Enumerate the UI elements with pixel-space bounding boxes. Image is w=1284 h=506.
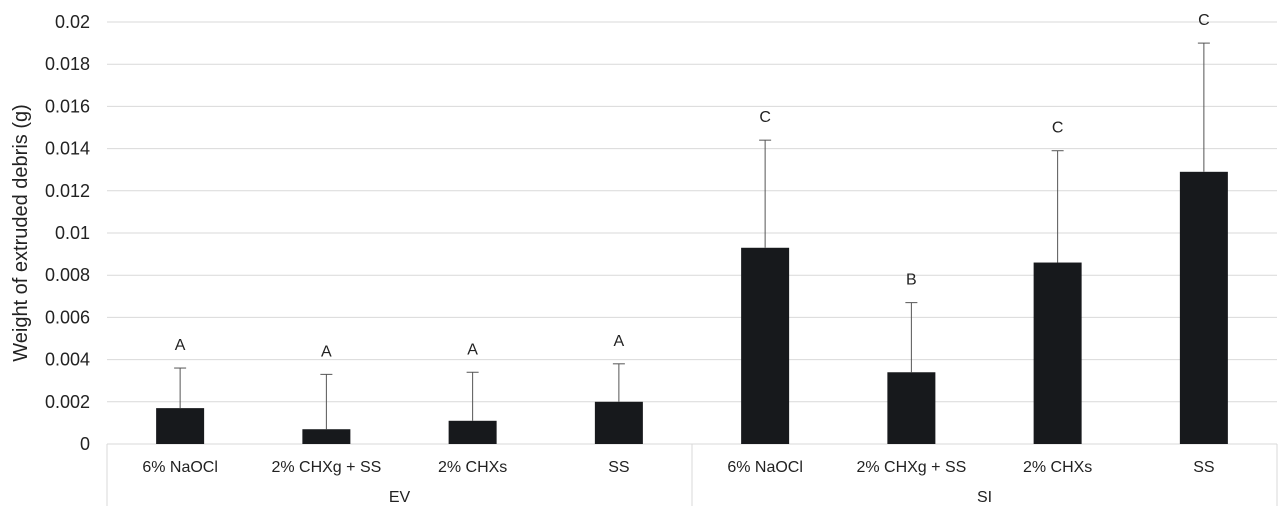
group-label: SI [977,489,992,506]
group-labels: EV SI [389,489,992,506]
significance-label: A [321,343,332,360]
bar [302,429,351,444]
y-tick-label: 0.004 [45,350,90,370]
bar [887,372,936,444]
y-tick-label: 0.012 [45,181,90,201]
bar [1033,262,1082,444]
y-tick-label: 0.014 [45,139,90,159]
significance-label: A [175,337,186,354]
significance-label: C [1198,12,1210,29]
bar [594,401,643,444]
significance-labels: A A A A C B C C [175,12,1210,360]
bar [448,420,497,444]
group-label: EV [389,489,411,506]
y-tick-label: 0.002 [45,392,90,412]
y-tick-labels: 0 0.002 0.004 0.006 0.008 0.01 0.012 0.014 0.016… [45,12,90,454]
y-tick-label: 0.008 [45,265,90,285]
significance-label: A [614,333,625,350]
bar [741,247,790,444]
category-label: 2% CHXs [438,459,507,476]
bar [1179,171,1228,444]
category-label: 6% NaOCl [142,459,218,476]
significance-label: C [759,109,771,126]
category-label: 2% CHXg + SS [856,459,966,476]
significance-label: C [1052,120,1064,137]
axis-frame [106,443,1278,506]
y-tick-label: 0.01 [55,223,90,243]
bar [156,408,205,444]
significance-label: B [906,272,917,289]
y-tick-label: 0.018 [45,54,90,74]
category-label: 2% CHXg + SS [271,459,381,476]
y-tick-label: 0 [80,434,90,454]
y-tick-label: 0.016 [45,96,90,116]
error-bars [174,42,1210,430]
significance-label: A [467,341,478,358]
category-label: SS [1193,459,1214,476]
y-axis-title: Weight of extruded debris (g) [10,104,32,362]
y-tick-label: 0.006 [45,307,90,327]
category-label: 6% NaOCl [727,459,803,476]
gridlines [107,21,1277,445]
category-label: SS [608,459,629,476]
y-tick-label: 0.02 [55,12,90,32]
category-labels: 6% NaOCl 2% CHXg + SS 2% CHXs SS 6% NaOCl 2% … [142,459,1214,476]
category-label: 2% CHXs [1023,459,1092,476]
bars [156,171,1228,444]
